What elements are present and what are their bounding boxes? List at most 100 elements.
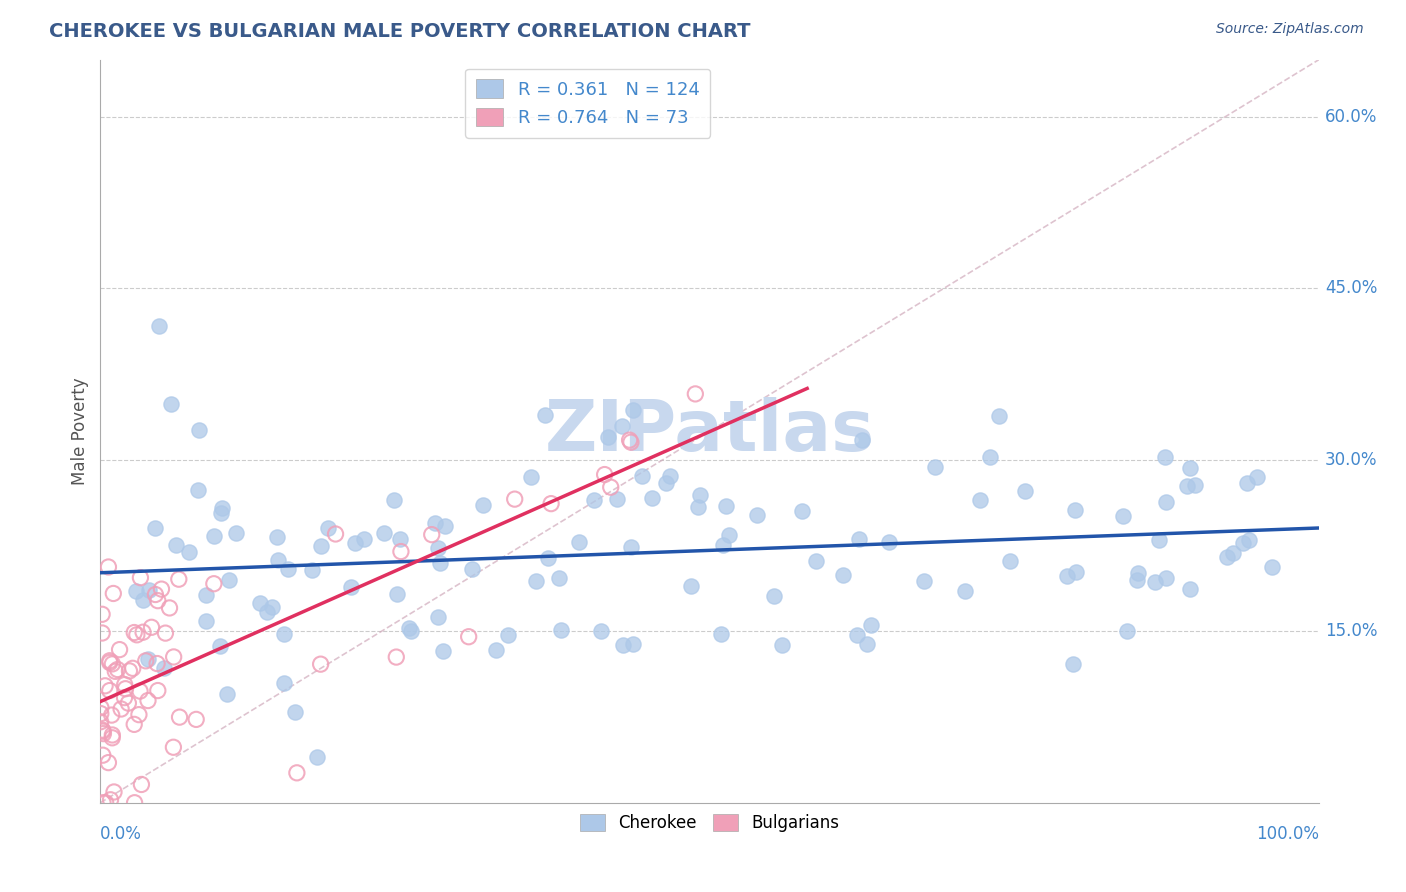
Point bbox=[124, 583, 146, 598]
Point bbox=[461, 561, 484, 575]
Point bbox=[1056, 569, 1078, 583]
Point bbox=[110, 702, 132, 716]
Point bbox=[1156, 571, 1178, 585]
Point bbox=[114, 677, 136, 691]
Point bbox=[988, 409, 1011, 423]
Point bbox=[104, 665, 127, 679]
Point bbox=[716, 499, 738, 513]
Point bbox=[548, 571, 571, 585]
Point bbox=[631, 468, 654, 483]
Point bbox=[591, 624, 613, 638]
Point bbox=[434, 519, 457, 533]
Point bbox=[969, 492, 991, 507]
Point bbox=[593, 467, 616, 482]
Point bbox=[91, 607, 114, 622]
Point bbox=[790, 504, 813, 518]
Point bbox=[129, 684, 152, 698]
Point bbox=[1111, 509, 1133, 524]
Point bbox=[155, 626, 177, 640]
Point bbox=[91, 748, 114, 763]
Text: 100.0%: 100.0% bbox=[1256, 825, 1319, 843]
Point bbox=[309, 539, 332, 553]
Point bbox=[955, 584, 977, 599]
Point bbox=[399, 624, 422, 638]
Point bbox=[187, 423, 209, 437]
Point bbox=[619, 433, 641, 447]
Point bbox=[249, 596, 271, 610]
Point bbox=[1222, 546, 1244, 560]
Legend: Cherokee, Bulgarians: Cherokee, Bulgarians bbox=[574, 807, 846, 839]
Point bbox=[596, 430, 619, 444]
Point bbox=[136, 693, 159, 707]
Point bbox=[804, 553, 827, 567]
Point bbox=[114, 690, 136, 705]
Point bbox=[117, 696, 139, 710]
Point bbox=[273, 627, 295, 641]
Point bbox=[710, 626, 733, 640]
Point bbox=[94, 679, 117, 693]
Point bbox=[145, 587, 167, 601]
Point bbox=[135, 654, 157, 668]
Point bbox=[202, 528, 225, 542]
Point bbox=[93, 726, 115, 740]
Point bbox=[141, 620, 163, 634]
Point bbox=[202, 576, 225, 591]
Point bbox=[550, 623, 572, 637]
Point bbox=[97, 756, 120, 770]
Point bbox=[167, 572, 190, 586]
Point bbox=[218, 573, 240, 587]
Point bbox=[91, 626, 114, 640]
Point bbox=[745, 508, 768, 522]
Point bbox=[1144, 574, 1167, 589]
Point bbox=[681, 579, 703, 593]
Point bbox=[711, 538, 734, 552]
Point bbox=[1246, 470, 1268, 484]
Point bbox=[114, 681, 136, 696]
Point bbox=[762, 589, 785, 603]
Point bbox=[125, 628, 148, 642]
Point bbox=[620, 435, 643, 450]
Point bbox=[100, 708, 122, 723]
Point bbox=[344, 535, 367, 549]
Text: 45.0%: 45.0% bbox=[1324, 279, 1378, 297]
Point bbox=[98, 654, 121, 668]
Point bbox=[305, 750, 328, 764]
Point bbox=[457, 630, 479, 644]
Point bbox=[1062, 657, 1084, 671]
Point bbox=[540, 497, 562, 511]
Point bbox=[225, 526, 247, 541]
Point bbox=[108, 642, 131, 657]
Point bbox=[582, 493, 605, 508]
Point bbox=[851, 433, 873, 447]
Point bbox=[90, 706, 112, 721]
Point bbox=[524, 574, 547, 588]
Point bbox=[1154, 450, 1177, 464]
Point bbox=[859, 618, 882, 632]
Point bbox=[159, 601, 181, 615]
Text: 15.0%: 15.0% bbox=[1324, 623, 1378, 640]
Point bbox=[658, 468, 681, 483]
Point bbox=[124, 796, 146, 810]
Point bbox=[98, 656, 121, 670]
Point bbox=[1014, 484, 1036, 499]
Point bbox=[169, 710, 191, 724]
Point bbox=[621, 637, 644, 651]
Point bbox=[1000, 554, 1022, 568]
Point bbox=[211, 501, 233, 516]
Point bbox=[340, 580, 363, 594]
Text: ZIPatlas: ZIPatlas bbox=[544, 397, 875, 466]
Point bbox=[122, 625, 145, 640]
Point bbox=[195, 588, 218, 602]
Point bbox=[1184, 478, 1206, 492]
Point bbox=[382, 493, 405, 508]
Point bbox=[641, 491, 664, 506]
Point bbox=[266, 530, 288, 544]
Point bbox=[420, 527, 443, 541]
Point bbox=[568, 535, 591, 549]
Point bbox=[427, 541, 450, 556]
Point bbox=[129, 571, 152, 585]
Point bbox=[146, 593, 169, 607]
Point bbox=[162, 740, 184, 755]
Point bbox=[101, 731, 124, 745]
Point bbox=[267, 552, 290, 566]
